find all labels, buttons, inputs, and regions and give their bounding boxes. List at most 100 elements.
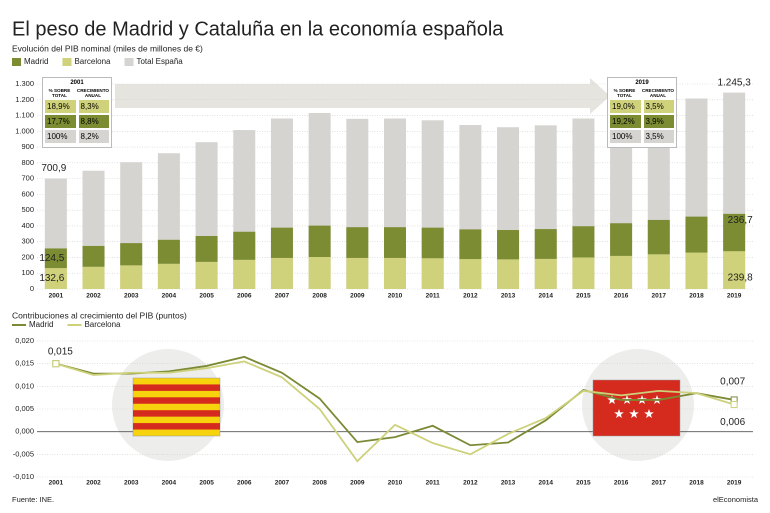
bar-segment — [195, 236, 218, 262]
bar-segment — [497, 230, 520, 260]
x-tick-label: 2003 — [124, 480, 139, 487]
arrow — [115, 78, 610, 114]
bar-segment — [157, 263, 180, 289]
bar-segment — [384, 227, 406, 258]
x-tick-label: 2007 — [275, 480, 290, 487]
bar-segment — [610, 223, 633, 256]
hd: % SOBRE TOTAL CRECIMIENTO ANUAL — [610, 88, 674, 98]
x-tick-label: 2016 — [614, 293, 629, 300]
y-tick-label: 1.000 — [15, 126, 34, 135]
yr: 2001 — [70, 80, 84, 86]
x-tick-label: 2004 — [162, 293, 177, 300]
bar-segment — [459, 259, 482, 289]
bar-segment — [120, 243, 143, 266]
x-tick-label: 2005 — [199, 293, 214, 300]
x-tick-label: 2006 — [237, 293, 252, 300]
line — [55, 360, 735, 463]
y-tick-label: -0,010 — [13, 472, 34, 481]
table-cell: 19,2% — [610, 115, 641, 128]
bar-segment — [534, 258, 557, 289]
summary-table: 2019% SOBRE TOTAL CRECIMIENTO ANUAL 19,0% 3… — [607, 77, 677, 148]
bar-segment — [421, 227, 444, 259]
table-cell: % SOBRE TOTAL — [48, 88, 71, 98]
y-tick-label: 700 — [21, 174, 34, 183]
x-tick-label: 2010 — [388, 480, 403, 487]
x-tick-label: 2011 — [426, 480, 440, 487]
hd: % SOBRE TOTAL CRECIMIENTO ANUAL — [45, 88, 109, 98]
bar-segment — [685, 216, 708, 253]
x-tick-label: 2018 — [689, 293, 704, 300]
row: 19,0% 3,5% — [610, 100, 674, 113]
legend-label: Madrid — [24, 57, 48, 66]
data-label: 132,6 — [39, 273, 64, 284]
y-tick-label: 100 — [21, 268, 34, 277]
title: El peso de Madrid y Cataluña en la econo… — [12, 18, 504, 40]
bar-segment — [82, 245, 105, 267]
x-tick-label: 2009 — [350, 480, 365, 487]
x-tick-label: 2015 — [576, 480, 591, 487]
yr: 2019 — [635, 80, 649, 86]
y-tick-label: 0,000 — [15, 427, 34, 436]
legend-swatch — [124, 58, 134, 66]
x-tick-label: 2013 — [501, 293, 516, 300]
table-cell: CRECIMIENTO ANUAL — [641, 88, 674, 98]
row: 100% 3,5% — [610, 130, 674, 143]
table-cell: 3,5% — [643, 130, 674, 143]
bar-segment — [384, 257, 406, 289]
table-cell: 100% — [45, 130, 76, 143]
data-label: 239,8 — [728, 273, 753, 284]
x-tick-label: 2015 — [576, 293, 591, 300]
table-cell: 17,7% — [45, 115, 76, 128]
data-label: 0,007 — [720, 377, 745, 388]
y-tick-label: 600 — [21, 189, 34, 198]
table-cell: CRECIMIENTO ANUAL — [76, 88, 109, 98]
bar-segment — [82, 266, 105, 289]
bar-segment — [723, 213, 746, 252]
bar-segment — [120, 265, 143, 289]
x-tick-label: 2012 — [463, 480, 478, 487]
y-tick-label: 0,010 — [15, 381, 34, 390]
x-tick-label: 2010 — [388, 293, 403, 300]
bar-segment — [685, 252, 708, 289]
y-tick-label: 1.100 — [15, 111, 34, 120]
y-tick-label: 200 — [21, 252, 34, 261]
bar-segment — [270, 257, 293, 289]
legend-swatch — [12, 58, 21, 66]
x-tick-label: 2011 — [426, 293, 440, 300]
bar-segment — [157, 239, 180, 264]
bar-segment — [610, 255, 633, 289]
bar-segment — [723, 251, 746, 289]
table-cell: 100% — [610, 130, 641, 143]
bar-segment — [308, 225, 331, 257]
flag-stripe — [133, 410, 220, 417]
legend-swatch — [62, 58, 72, 66]
x-tick-label: 2017 — [652, 480, 667, 487]
table-cell: 19,0% — [610, 100, 641, 113]
flag — [592, 379, 681, 437]
bar-segment — [308, 256, 331, 289]
y-tick-label: 1.300 — [15, 79, 34, 88]
legend-label: Madrid — [29, 320, 53, 329]
x-tick-label: 2006 — [237, 480, 252, 487]
bar-segment — [195, 261, 218, 289]
data-label: 0,015 — [48, 346, 73, 357]
table-cell: 3,5% — [643, 100, 674, 113]
x-tick-label: 2009 — [350, 293, 365, 300]
bar-segment — [459, 229, 482, 260]
y-tick-label: 0,020 — [15, 336, 34, 345]
bar-segment — [421, 258, 444, 289]
x-tick-label: 2002 — [86, 480, 101, 487]
y-tick-label: 400 — [21, 221, 34, 230]
x-tick-label: 2017 — [652, 293, 667, 300]
bar-segment — [572, 257, 595, 289]
y-tick-label: 300 — [21, 237, 34, 246]
x-tick-label: 2013 — [501, 480, 516, 487]
data-label: 0,006 — [720, 417, 745, 428]
row: 18,9% 8,3% — [45, 100, 109, 113]
bar-segment — [647, 254, 670, 289]
x-tick-label: 2005 — [199, 480, 214, 487]
data-label: 700,9 — [41, 163, 66, 174]
y-tick-label: 500 — [21, 205, 34, 214]
x-tick-label: 2004 — [162, 480, 177, 487]
